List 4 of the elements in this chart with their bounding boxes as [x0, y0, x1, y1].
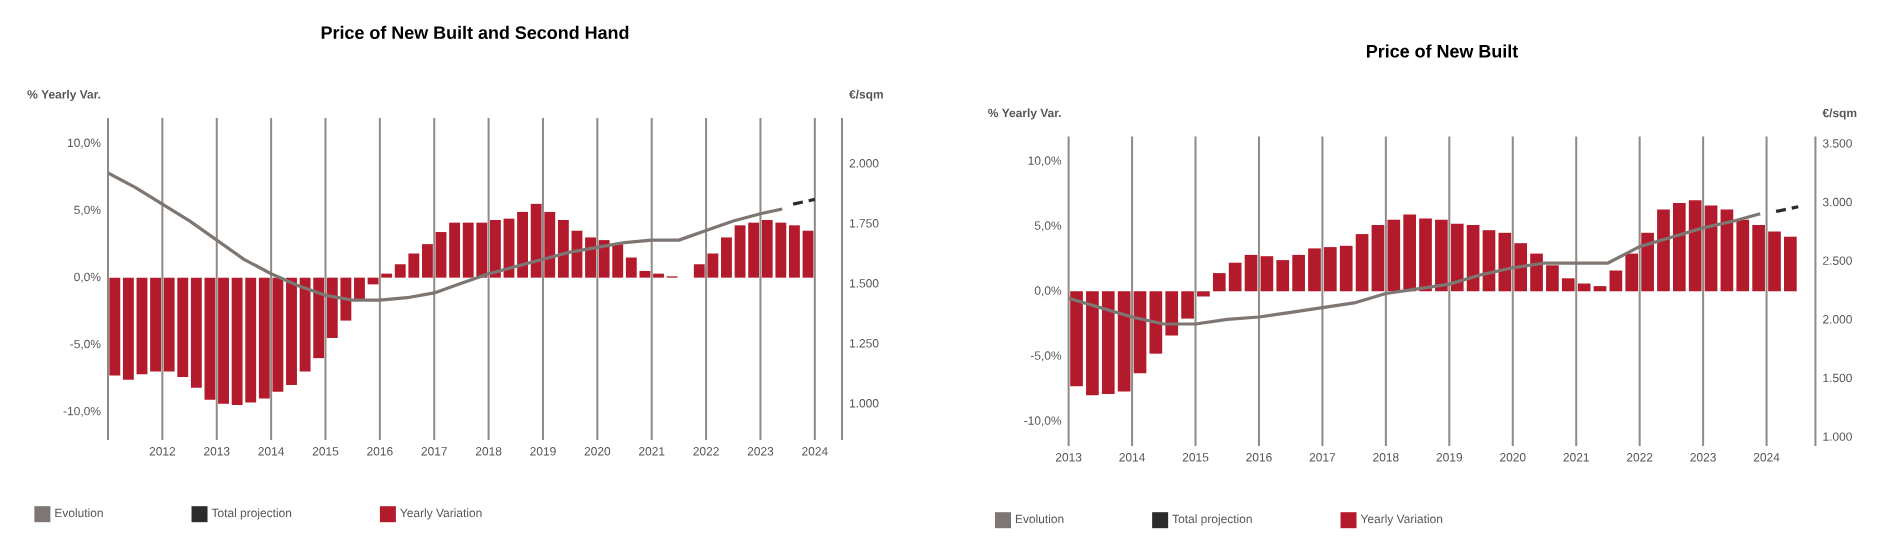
bar: [1593, 286, 1607, 292]
bar: [1133, 291, 1147, 374]
chart-title: Price of New Built: [1366, 44, 1519, 58]
chart-title: Price of New Built and Second Hand: [321, 25, 629, 40]
